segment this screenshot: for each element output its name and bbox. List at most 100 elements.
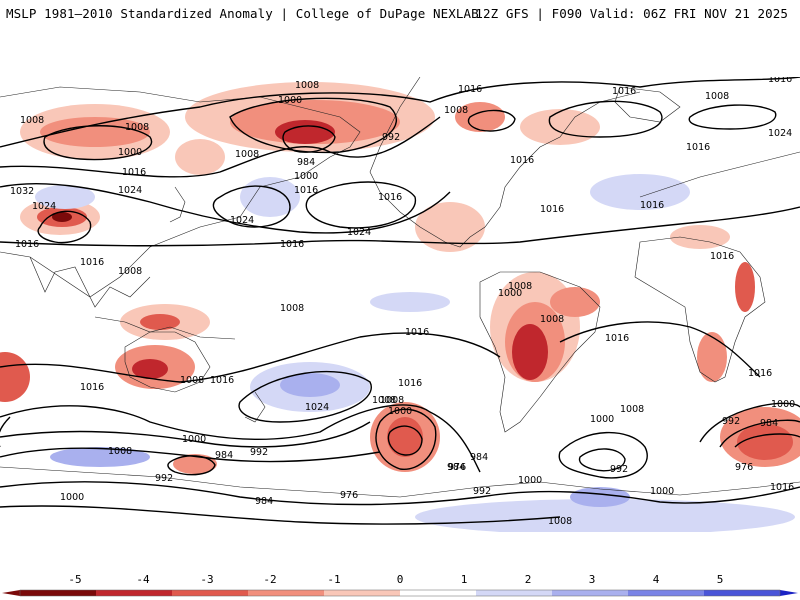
isobar-label: 1008 [620, 404, 644, 415]
isobar-label: 992 [382, 132, 400, 143]
colorbar-band [514, 590, 553, 596]
isobar-label: 1016 [540, 204, 564, 215]
isobar-label: 1000 [590, 414, 614, 425]
colorbar-band [476, 590, 515, 596]
isobar-label: 992 [473, 486, 491, 497]
isobar-label: 1008 [235, 149, 259, 160]
isobar-label: 1016 [378, 192, 402, 203]
isobar-label: 1016 [210, 375, 234, 386]
isobar-label: 984 [297, 157, 315, 168]
isobar-label: 1016 [122, 167, 146, 178]
isobar-label: 1016 [710, 251, 734, 262]
colorbar-band [248, 590, 287, 596]
colorbar-band [552, 590, 591, 596]
colorbar-tick-labels: -5 -4 -3 -2 -1 0 1 2 3 4 5 [68, 573, 723, 586]
colorbar-tick-label: 2 [525, 573, 532, 586]
colorbar-band [362, 590, 401, 596]
isobar-label: 992 [250, 447, 268, 458]
isobar-label: 1000 [278, 95, 302, 106]
isobar-label: 1008 [118, 266, 142, 277]
isobar-label: 1032 [10, 186, 34, 197]
isobars [0, 77, 800, 525]
isobar-label: 1008 [380, 395, 404, 406]
colorbar-band [286, 590, 325, 596]
isobar-label: 976 [340, 490, 358, 501]
isobar-labels: 1008 1000 1008 1016 1000 1008 1008 992 9… [10, 77, 795, 527]
isobar-label: 1016 [80, 257, 104, 268]
colorbar-tick-label: 5 [717, 573, 724, 586]
colorbar-band [438, 590, 477, 596]
isobar-label: 1008 [295, 80, 319, 91]
colorbar-band [172, 590, 211, 596]
colorbar-band [666, 590, 705, 596]
isobar-label: 1024 [347, 227, 371, 238]
isobar-label: 1000 [182, 434, 206, 445]
chart-title: MSLP 1981–2010 Standardized Anomaly | Co… [6, 6, 479, 21]
isobar-label: 976 [448, 462, 466, 473]
isobar-label: 1016 [768, 77, 792, 85]
isobar-label: 1016 [686, 142, 710, 153]
isobar-label: 984 [447, 462, 465, 473]
isobar-label: 1024 [768, 128, 792, 139]
isobar-label: 1008 [508, 281, 532, 292]
colorbar-tick-label: 4 [653, 573, 660, 586]
isobar-label: 1008 [705, 91, 729, 102]
isobar-label: 1016 [15, 239, 39, 250]
isobar-label: 1016 [398, 378, 422, 389]
isobar-label: 992 [722, 416, 740, 427]
colorbar: -5 -4 -3 -2 -1 0 1 2 3 4 5 [2, 573, 798, 597]
colorbar-band [742, 590, 781, 596]
colorbar-tick-label: 0 [397, 573, 404, 586]
colorbar-tick-label: -5 [68, 573, 81, 586]
isobar-label: 1016 [280, 239, 304, 250]
isobar-label: 1008 [372, 395, 396, 406]
isobar-label: 1000 [650, 486, 674, 497]
isobar-label: 1008 [108, 446, 132, 457]
colorbar-band [210, 590, 249, 596]
isobar-label: 1016 [612, 86, 636, 97]
isobar-label: 1016 [405, 327, 429, 338]
isobar-label: 1016 [770, 482, 794, 493]
colorbar-band [590, 590, 629, 596]
colorbar-bands [2, 589, 798, 597]
isobar-label: 1016 [294, 185, 318, 196]
colorbar-band [400, 590, 439, 596]
isobar-label: 984 [470, 452, 488, 463]
colorbar-band [58, 590, 97, 596]
colorbar-tick-label: -1 [327, 573, 340, 586]
isobar-label: 1000 [498, 288, 522, 299]
isobar-label: 1008 [20, 115, 44, 126]
model-run-label: 12Z GFS | F090 Valid: 06Z FRI NOV 21 202… [475, 6, 788, 21]
colorbar-tick-label: 3 [589, 573, 596, 586]
isobar-label: 1000 [294, 171, 318, 182]
anomaly-map: 1008 1000 1008 1016 1000 1008 1008 992 9… [0, 77, 800, 532]
colorbar-band [134, 590, 173, 596]
isobar-label: 976 [735, 462, 753, 473]
isobar-label: 992 [610, 464, 628, 475]
isobar-label: 1000 [60, 492, 84, 503]
isobar-label: 1000 [518, 475, 542, 486]
isobar-label: 1000 [771, 399, 795, 410]
isobar-label: 1016 [80, 382, 104, 393]
isobar-label: 1008 [540, 314, 564, 325]
isobar-label: 1016 [458, 84, 482, 95]
isobar-label: 1000 [388, 406, 412, 417]
isobar-label: 1008 [444, 105, 468, 116]
isobar-label: 1008 [280, 303, 304, 314]
colorbar-outline [19, 589, 781, 597]
colorbar-band [628, 590, 667, 596]
colorbar-band [20, 590, 59, 596]
isobar-label: 1008 [125, 122, 149, 133]
isobar-label: 1024 [305, 402, 329, 413]
isobar-label: 1016 [748, 368, 772, 379]
colorbar-band [324, 590, 363, 596]
coastlines [0, 77, 800, 498]
isobar-label: 1016 [605, 333, 629, 344]
colorbar-max-arrow [780, 590, 798, 596]
colorbar-band [704, 590, 743, 596]
isobar-label: 1024 [230, 215, 254, 226]
isobar-label: 1008 [180, 375, 204, 386]
colorbar-tick-label: -4 [136, 573, 150, 586]
isobar-label: 984 [215, 450, 233, 461]
colorbar-band [96, 590, 135, 596]
